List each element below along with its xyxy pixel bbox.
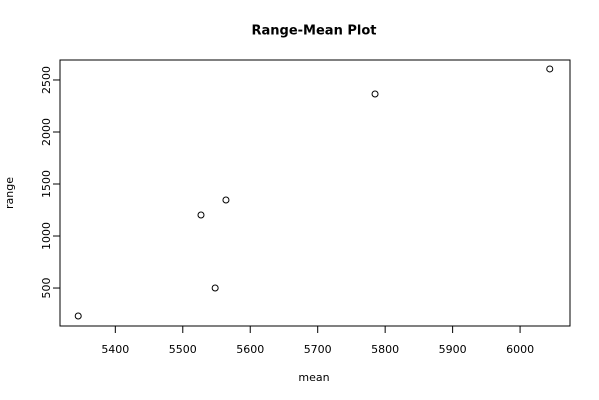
y-tick-label: 1000 [40,222,53,250]
x-tick-label: 5700 [304,343,332,356]
point [74,312,82,320]
point [211,284,219,292]
y-tick-label: 2500 [40,66,53,94]
x-tick-label: 5900 [439,343,467,356]
y-tick-label: 500 [40,278,53,299]
x-tick-label: 6000 [506,343,534,356]
point [546,65,554,73]
point [222,196,230,204]
point [371,90,379,98]
plot-frame [59,59,571,327]
y-tick-label: 2000 [40,118,53,146]
y-axis-label: range [3,177,16,209]
x-axis-label: mean [298,371,329,384]
chart-title: Range-Mean Plot [252,24,377,39]
x-tick-label: 5800 [371,343,399,356]
x-tick-label: 5500 [169,343,197,356]
point [197,211,205,219]
y-tick-label: 1500 [40,170,53,198]
x-tick-label: 5600 [236,343,264,356]
x-tick-label: 5400 [101,343,129,356]
